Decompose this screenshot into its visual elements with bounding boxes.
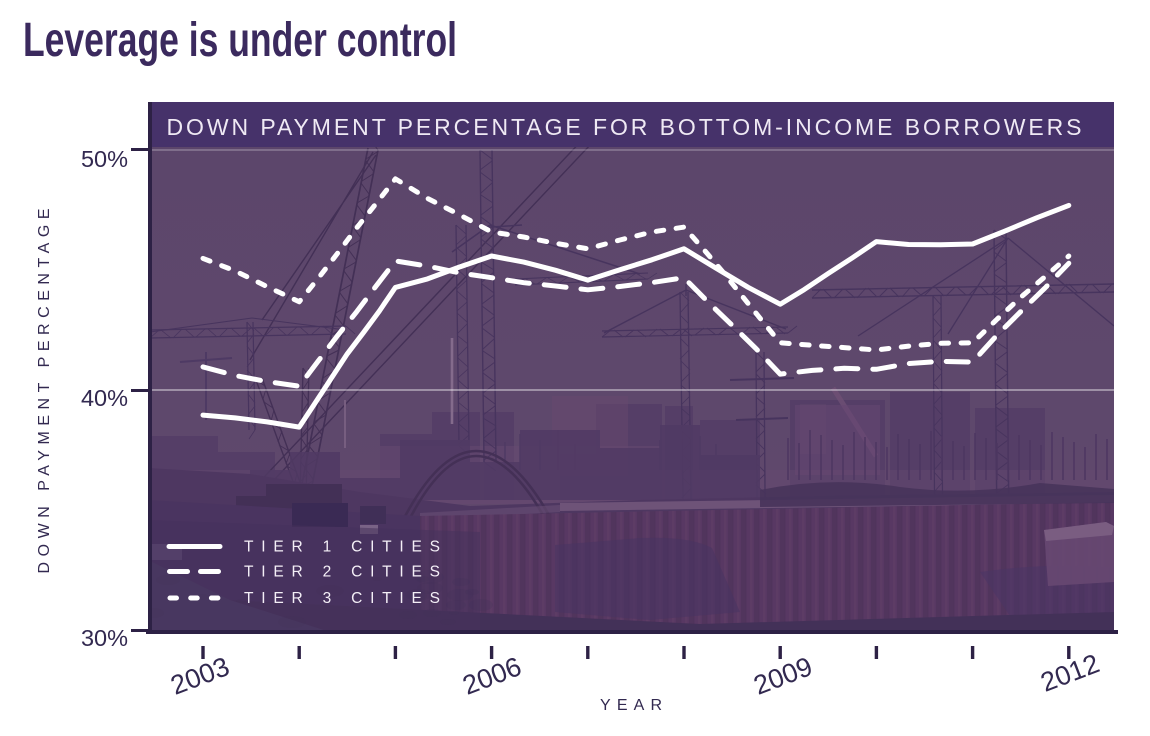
svg-text:40%: 40% bbox=[81, 385, 128, 411]
svg-text:DOWN PAYMENT PERCENTAGE: DOWN PAYMENT PERCENTAGE bbox=[36, 208, 53, 573]
svg-text:TIER 3 CITIES: TIER 3 CITIES bbox=[244, 590, 440, 607]
svg-text:50%: 50% bbox=[81, 146, 128, 172]
svg-text:TIER 2 CITIES: TIER 2 CITIES bbox=[244, 564, 440, 581]
svg-text:30%: 30% bbox=[81, 625, 128, 651]
svg-text:2003: 2003 bbox=[167, 651, 234, 701]
svg-text:Leverage is under control: Leverage is under control bbox=[23, 14, 457, 67]
svg-text:2009: 2009 bbox=[750, 651, 817, 701]
svg-text:YEAR: YEAR bbox=[600, 697, 662, 714]
svg-text:DOWN PAYMENT PERCENTAGE FOR BO: DOWN PAYMENT PERCENTAGE FOR BOTTOM-INCOM… bbox=[167, 114, 1082, 140]
svg-text:TIER 1 CITIES: TIER 1 CITIES bbox=[244, 539, 440, 556]
